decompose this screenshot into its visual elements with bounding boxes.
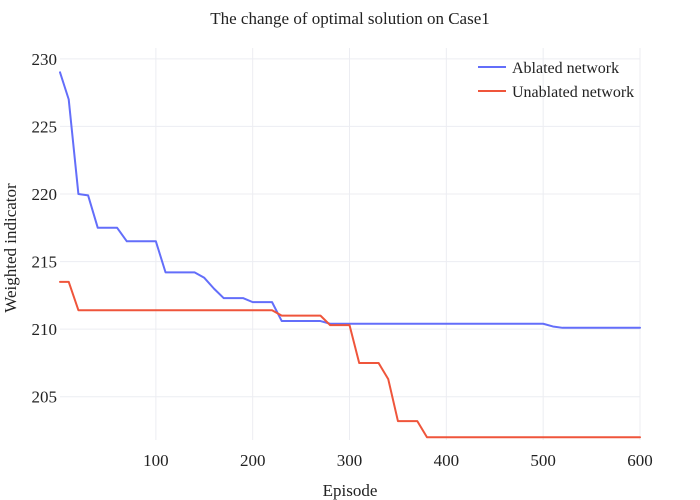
y-tick-label: 225 — [32, 117, 58, 136]
x-tick-label: 100 — [143, 451, 169, 470]
series-line-ablated[interactable] — [59, 71, 641, 329]
y-axis-ticks: 205 210 215 220 225 230 — [32, 50, 58, 407]
x-axis-ticks: 100 200 300 400 500 600 — [143, 451, 653, 470]
y-tick-label: 230 — [32, 50, 58, 69]
x-axis-label: Episode — [323, 481, 378, 500]
series-layer — [59, 71, 641, 439]
y-tick-label: 220 — [32, 185, 58, 204]
legend-item-unablated[interactable]: Unablated network — [478, 84, 634, 101]
legend-label-unablated: Unablated network — [512, 84, 634, 101]
x-tick-label: 400 — [434, 451, 460, 470]
x-tick-label: 500 — [530, 451, 556, 470]
x-tick-label: 200 — [240, 451, 266, 470]
y-tick-label: 215 — [32, 253, 58, 272]
y-tick-label: 205 — [32, 388, 58, 407]
grid — [60, 48, 641, 440]
x-tick-label: 600 — [627, 451, 653, 470]
legend-label-ablated: Ablated network — [512, 60, 619, 77]
y-tick-label: 210 — [32, 320, 58, 339]
series-line-unablated[interactable] — [59, 280, 641, 439]
legend-item-ablated[interactable]: Ablated network — [478, 60, 619, 77]
x-tick-label: 300 — [337, 451, 363, 470]
y-axis-label: Weighted indicator — [1, 183, 20, 313]
chart-title: The change of optimal solution on Case1 — [210, 9, 490, 28]
legend[interactable]: Ablated network Unablated network — [478, 60, 634, 101]
